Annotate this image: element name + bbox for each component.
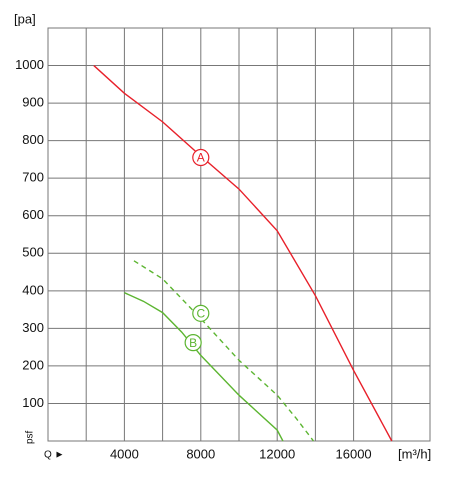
y-axis-label: psf xyxy=(25,430,36,444)
y-unit: [pa] xyxy=(14,11,36,26)
y-tick-label: 900 xyxy=(22,95,44,110)
y-tick-label: 400 xyxy=(22,282,44,297)
y-tick-label: 300 xyxy=(22,320,44,335)
x-tick-label: 12000 xyxy=(259,446,295,461)
x-tick-label: 4000 xyxy=(110,446,139,461)
y-tick-label: 700 xyxy=(22,170,44,185)
x-axis-label: Q ► xyxy=(44,450,64,461)
curve-label: A xyxy=(197,151,205,165)
x-unit: [m³/h] xyxy=(398,446,431,461)
y-tick-label: 200 xyxy=(22,357,44,372)
y-tick-label: 800 xyxy=(22,132,44,147)
y-tick-label: 600 xyxy=(22,207,44,222)
curve-label: C xyxy=(196,307,205,321)
curve-label-circle xyxy=(192,304,210,322)
curve xyxy=(93,65,393,442)
curve-label-circle xyxy=(184,334,202,352)
curve-label-circle xyxy=(192,148,210,167)
curve xyxy=(133,260,315,442)
x-tick-label: 8000 xyxy=(186,446,215,461)
curve-label: B xyxy=(189,336,197,350)
x-tick-label: 16000 xyxy=(336,446,372,461)
y-tick-label: 1000 xyxy=(15,57,44,72)
y-tick-label: 500 xyxy=(22,245,44,260)
y-tick-label: 100 xyxy=(22,395,44,410)
